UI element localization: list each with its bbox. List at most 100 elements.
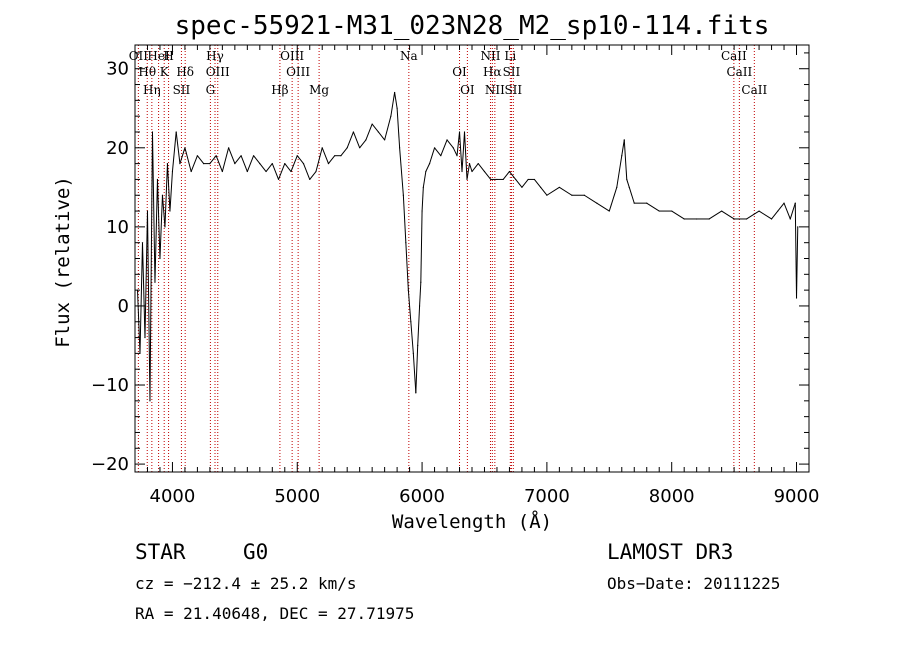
flux-segment (417, 305, 421, 346)
flux-segment (459, 131, 463, 172)
line-label: Hβ (271, 83, 288, 97)
flux-point (683, 218, 685, 220)
flux-point (175, 131, 177, 133)
flux-segment (228, 147, 236, 164)
flux-segment (783, 202, 791, 220)
flux-segment (434, 147, 442, 157)
flux-segment (521, 179, 529, 188)
flux-segment (412, 353, 417, 393)
flux-point (477, 163, 479, 165)
flux-point (394, 91, 396, 94)
line-label: Hγ (206, 49, 224, 63)
flux-point (384, 139, 386, 141)
flux-segment (410, 321, 414, 354)
flux-segment (399, 147, 404, 196)
flux-point (396, 107, 398, 109)
flux-segment (584, 194, 598, 204)
flux-point (446, 139, 448, 141)
flux-point (658, 210, 660, 212)
flux-point (789, 218, 791, 220)
spectral-line-labels: OIIHθHηHeIKSIIHHδGHγOIIIHβOIIIOIIIMgNaOI… (129, 49, 768, 97)
flux-point (502, 178, 504, 181)
line-label: Li (504, 49, 516, 63)
line-label: Hθ (138, 65, 156, 79)
flux-point (521, 186, 523, 188)
flux-segment (149, 131, 153, 401)
flux-segment (789, 202, 796, 220)
flux-segment (461, 131, 466, 172)
line-label: SII (504, 83, 522, 97)
flux-point (412, 352, 414, 354)
flux-point (795, 297, 798, 299)
line-label: OII (129, 49, 149, 63)
flux-segment (303, 163, 311, 180)
flux-series (136, 91, 799, 402)
object-class: STAR (135, 540, 186, 564)
flux-point (483, 170, 486, 173)
flux-point (415, 392, 417, 394)
y-tick-label: 30 (106, 59, 129, 80)
flux-segment (253, 155, 261, 164)
line-label: Hα (483, 65, 502, 79)
flux-point (161, 194, 164, 196)
flux-segment (546, 186, 560, 196)
flux-segment (559, 186, 573, 196)
flux-segment (139, 242, 143, 354)
survey-name: LAMOST DR3 (607, 540, 733, 564)
object-subclass: G0 (243, 540, 268, 564)
flux-segment (407, 290, 412, 322)
flux-point (144, 336, 146, 339)
flux-point (302, 163, 305, 165)
flux-segment (151, 131, 156, 283)
flux-segment (419, 282, 422, 306)
flux-segment (290, 155, 298, 172)
flux-point (596, 202, 598, 204)
flux-segment (671, 210, 685, 220)
flux-segment (415, 345, 419, 393)
flux-segment (721, 210, 735, 220)
flux-point (209, 163, 211, 165)
flux-segment (502, 171, 510, 180)
flux-segment (758, 210, 772, 220)
flux-segment (154, 179, 158, 283)
flux-segment (596, 202, 610, 212)
flux-segment (422, 171, 427, 188)
flux-point (346, 147, 348, 149)
x-tick-label: 6000 (399, 486, 445, 507)
flux-point (418, 305, 421, 307)
flux-point (240, 155, 242, 157)
y-tick-label: 0 (118, 296, 129, 317)
line-label: OI (460, 83, 475, 97)
flux-point (783, 202, 785, 204)
flux-segment (346, 131, 354, 148)
y-tick-label: 20 (106, 138, 129, 159)
flux-point (166, 163, 169, 165)
y-axis-label: Flux (relative) (52, 176, 74, 348)
flux-point (246, 170, 248, 173)
line-label: OIII (206, 65, 230, 79)
flux-segment (540, 187, 548, 196)
x-tick-label: 9000 (774, 486, 820, 507)
flux-point (777, 210, 779, 212)
flux-point (558, 186, 560, 188)
flux-segment (377, 131, 386, 141)
flux-point (508, 170, 511, 173)
flux-segment (296, 155, 304, 164)
flux-point (221, 170, 223, 173)
flux-point (540, 186, 542, 188)
flux-point (340, 155, 342, 157)
flux-segment (234, 155, 242, 164)
flux-point (770, 218, 773, 220)
flux-segment (321, 147, 329, 164)
flux-point (794, 202, 796, 204)
line-label: NII (485, 83, 505, 97)
y-tick-label: −20 (91, 454, 129, 475)
flux-point (428, 163, 431, 165)
flux-segment (425, 163, 431, 172)
flux-segment (477, 163, 485, 172)
flux-segment (608, 187, 618, 212)
flux-point (407, 289, 409, 291)
flux-segment (146, 211, 151, 401)
flux-segment (616, 155, 623, 188)
flux-point (154, 281, 156, 283)
